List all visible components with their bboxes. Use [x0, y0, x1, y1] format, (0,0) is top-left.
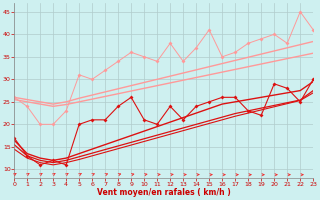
X-axis label: Vent moyen/en rafales ( km/h ): Vent moyen/en rafales ( km/h )	[97, 188, 230, 197]
